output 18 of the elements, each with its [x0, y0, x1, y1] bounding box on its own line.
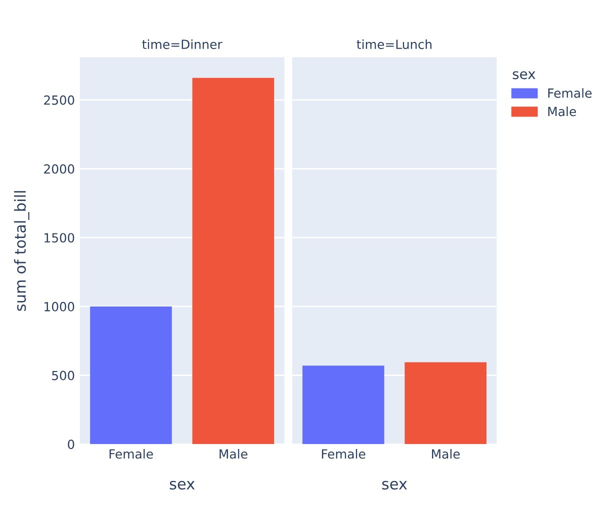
- x-tick-label: Female: [110, 449, 153, 459]
- y-axis-title: sum of total_bill: [14, 191, 30, 311]
- x-tick-label: Male: [432, 449, 460, 459]
- legend-label: Male: [548, 106, 576, 116]
- x-tick-label: Male: [220, 449, 248, 459]
- y-tick-label: 2500: [44, 95, 74, 105]
- y-tick-label: 1000: [44, 302, 74, 312]
- x-axis-title: sex: [382, 480, 408, 490]
- legend-title: sex: [512, 71, 536, 80]
- chart-title: time=Lunch: [356, 39, 432, 50]
- y-tick-label: 500: [52, 370, 74, 380]
- y-tick-label: 0: [68, 440, 74, 450]
- chart-title: time=Dinner: [142, 39, 222, 50]
- x-axis-title: sex: [170, 480, 195, 490]
- y-tick-label: 2000: [44, 164, 74, 174]
- y-tick-label: 1500: [44, 233, 74, 243]
- legend-label: Female: [548, 88, 592, 98]
- x-tick-label: Female: [322, 449, 366, 459]
